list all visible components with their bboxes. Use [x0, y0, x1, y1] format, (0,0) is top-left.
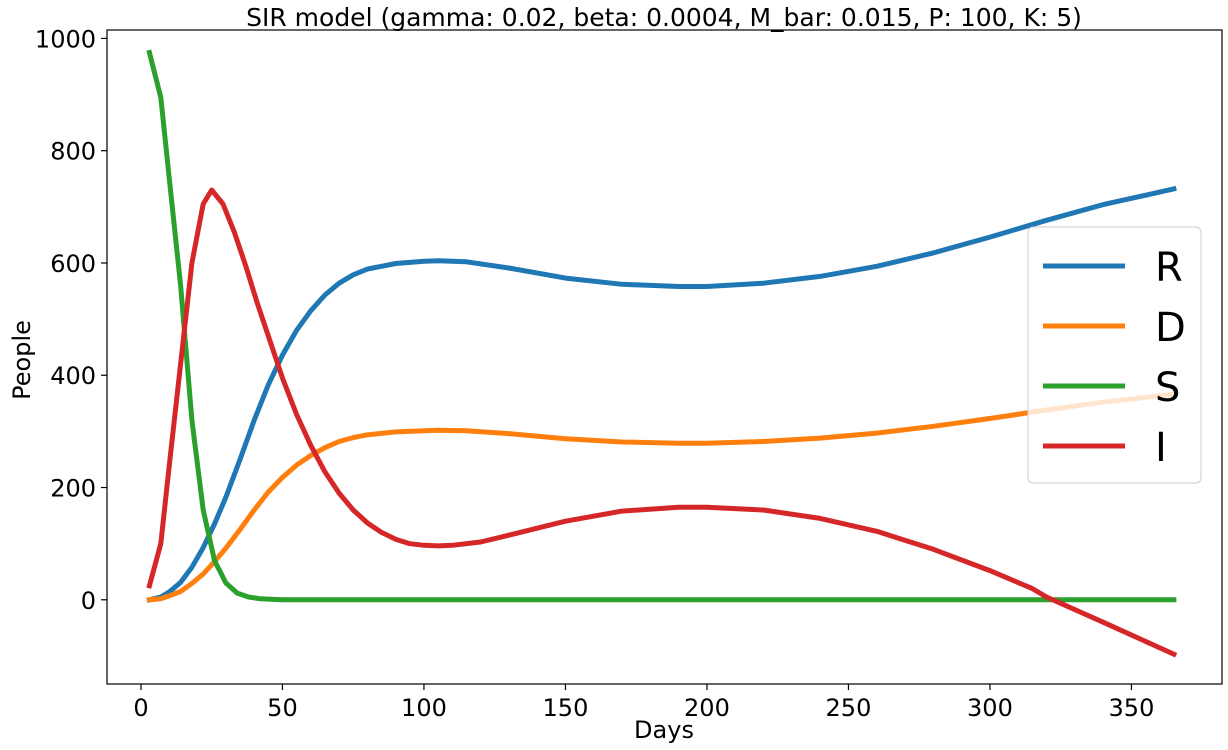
x-tick-label: 0 [133, 694, 148, 722]
x-tick-label: 100 [401, 694, 447, 722]
legend-label-r: R [1155, 245, 1183, 291]
y-tick-label: 200 [50, 475, 96, 503]
series-line-d [146, 391, 1177, 603]
y-tick-label: 1000 [35, 25, 96, 53]
y-axis-ticks: 0 200 400 600 800 1000 [35, 25, 107, 615]
x-tick-label: 150 [543, 694, 589, 722]
y-tick-label: 0 [81, 587, 96, 615]
series-line-r [146, 185, 1177, 603]
y-axis-label: People [8, 320, 36, 400]
series-line-i [146, 187, 1178, 658]
x-tick-label: 350 [1109, 694, 1155, 722]
series-line-s [146, 49, 1177, 603]
series-lines [146, 49, 1178, 658]
legend-label-d: D [1155, 305, 1186, 351]
y-tick-label: 400 [50, 362, 96, 390]
x-axis-label: Days [634, 716, 694, 744]
plot-area [106, 29, 1223, 685]
legend-label-s: S [1155, 365, 1180, 411]
y-tick-label: 600 [50, 250, 96, 278]
x-tick-label: 250 [826, 694, 872, 722]
x-axis-ticks: 0 50 100 150 200 250 300 350 [133, 684, 1154, 722]
x-tick-label: 300 [967, 694, 1013, 722]
y-tick-label: 800 [50, 138, 96, 166]
legend-label-i: I [1155, 425, 1167, 471]
chart-title: SIR model (gamma: 0.02, beta: 0.0004, M_… [246, 3, 1082, 32]
x-tick-label: 200 [684, 694, 730, 722]
x-tick-label: 50 [267, 694, 298, 722]
legend-box [1027, 226, 1202, 484]
